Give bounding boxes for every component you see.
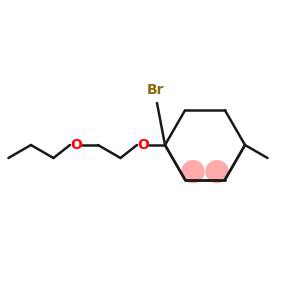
Circle shape (182, 160, 204, 183)
Circle shape (206, 160, 228, 183)
Text: Br: Br (146, 83, 164, 97)
Text: O: O (70, 138, 82, 152)
Text: O: O (137, 138, 149, 152)
